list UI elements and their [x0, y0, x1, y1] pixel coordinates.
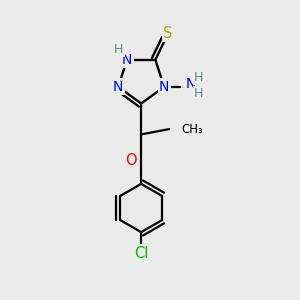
- Text: CH₃: CH₃: [182, 123, 203, 136]
- Text: O: O: [125, 153, 137, 168]
- Text: N: N: [122, 53, 132, 67]
- Text: S: S: [163, 26, 173, 41]
- Text: N: N: [185, 77, 196, 92]
- Text: H: H: [194, 70, 204, 84]
- Text: N: N: [159, 80, 169, 94]
- Text: H: H: [114, 43, 123, 56]
- Text: H: H: [194, 87, 204, 100]
- Text: Cl: Cl: [134, 246, 148, 261]
- Text: N: N: [113, 80, 123, 94]
